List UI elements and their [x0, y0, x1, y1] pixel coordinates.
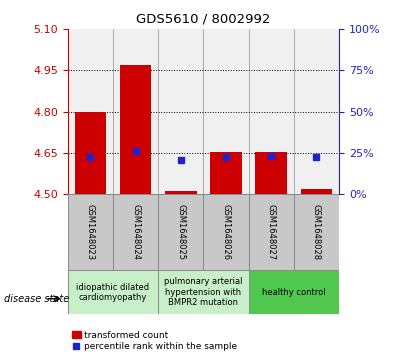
Bar: [158, 270, 249, 314]
Bar: [301, 189, 332, 194]
Bar: [294, 194, 339, 270]
Text: healthy control: healthy control: [262, 288, 326, 297]
Bar: [113, 194, 158, 270]
Bar: [68, 194, 113, 270]
Text: GSM1648025: GSM1648025: [176, 204, 185, 260]
Bar: [158, 194, 203, 270]
Text: GSM1648023: GSM1648023: [86, 204, 95, 260]
Text: GSM1648026: GSM1648026: [222, 204, 231, 260]
Text: disease state: disease state: [4, 294, 69, 304]
Bar: [75, 111, 106, 194]
Title: GDS5610 / 8002992: GDS5610 / 8002992: [136, 12, 270, 25]
Bar: [249, 270, 339, 314]
Bar: [210, 151, 242, 194]
Bar: [120, 65, 152, 194]
Bar: [68, 270, 158, 314]
Text: idiopathic dilated
cardiomyopathy: idiopathic dilated cardiomyopathy: [76, 282, 150, 302]
Text: GSM1648024: GSM1648024: [131, 204, 140, 260]
Text: GSM1648028: GSM1648028: [312, 204, 321, 260]
Legend: transformed count, percentile rank within the sample: transformed count, percentile rank withi…: [68, 327, 241, 355]
Bar: [203, 194, 249, 270]
Bar: [165, 191, 197, 194]
Bar: [256, 151, 287, 194]
Bar: [249, 194, 294, 270]
Text: pulmonary arterial
hypertension with
BMPR2 mutation: pulmonary arterial hypertension with BMP…: [164, 277, 242, 307]
Text: GSM1648027: GSM1648027: [267, 204, 276, 260]
